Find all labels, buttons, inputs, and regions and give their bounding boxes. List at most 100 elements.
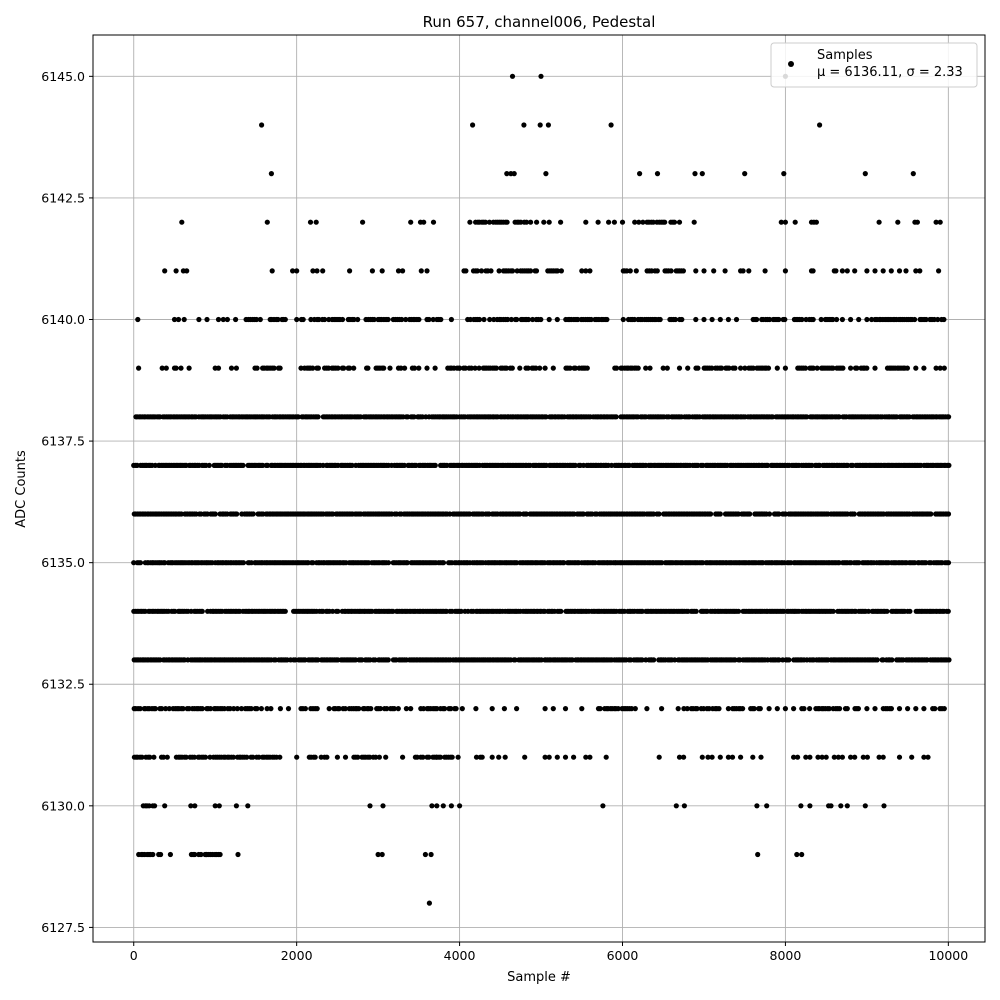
sample-point: [234, 511, 240, 517]
sample-point: [905, 706, 911, 712]
sample-point: [136, 365, 142, 371]
sample-point: [440, 803, 446, 809]
sample-point: [448, 803, 454, 809]
sample-point: [216, 803, 222, 809]
sample-point: [442, 706, 448, 712]
sample-point: [807, 803, 813, 809]
sample-point: [803, 754, 809, 760]
sample-point: [941, 365, 947, 371]
sample-point: [932, 706, 938, 712]
sample-point: [315, 657, 321, 663]
sample-point: [937, 219, 943, 225]
y-axis-label: ADC Counts: [14, 450, 29, 528]
sample-point: [706, 706, 712, 712]
sample-point: [533, 365, 539, 371]
sample-point: [310, 268, 316, 274]
sample-point: [159, 365, 165, 371]
sample-point: [375, 851, 381, 858]
sample-point: [629, 706, 635, 712]
sample-point: [202, 754, 209, 760]
sample-point: [408, 219, 414, 225]
sample-point: [186, 365, 192, 371]
sample-point: [644, 706, 650, 712]
sample-point: [175, 316, 182, 323]
sample-point: [554, 268, 561, 274]
sample-point: [587, 268, 593, 274]
sample-point: [474, 268, 480, 274]
sample-point: [880, 754, 886, 760]
sample-point: [504, 219, 510, 225]
sample-point: [722, 268, 728, 274]
sample-point: [561, 560, 567, 566]
sample-point: [579, 706, 585, 712]
sample-point: [657, 316, 663, 323]
sample-point: [799, 316, 805, 323]
sample-point: [203, 851, 209, 858]
sample-point: [844, 268, 850, 274]
sample-point: [525, 365, 531, 371]
sample-point: [631, 316, 638, 323]
y-tick-label: 6142.5: [41, 190, 85, 205]
sample-point: [945, 608, 951, 614]
sample-point: [904, 365, 911, 371]
sample-point: [163, 365, 169, 371]
sample-point: [459, 706, 465, 712]
sample-point: [782, 365, 789, 371]
sample-point: [380, 803, 386, 809]
sample-point: [651, 657, 657, 663]
sample-point: [146, 803, 152, 809]
sample-point: [426, 754, 432, 760]
sample-point: [171, 316, 178, 323]
sample-point: [137, 560, 144, 566]
sample-point: [258, 706, 264, 712]
sample-point: [207, 706, 214, 712]
sample-point: [541, 219, 547, 225]
sample-point: [240, 560, 247, 566]
sample-point: [815, 754, 821, 760]
sample-point: [147, 754, 153, 760]
sample-point: [240, 462, 246, 468]
sample-point: [946, 462, 952, 468]
sample-point: [422, 851, 428, 858]
sample-point: [342, 754, 349, 760]
sample-point: [680, 268, 687, 274]
sample-point: [701, 316, 707, 323]
sample-point: [604, 316, 610, 323]
sample-point: [463, 268, 469, 274]
sample-point: [864, 706, 870, 712]
sample-point: [664, 365, 670, 371]
sample-point: [742, 365, 748, 371]
sample-point: [434, 803, 440, 809]
sample-point: [191, 754, 197, 760]
sample-point: [295, 414, 301, 420]
sample-point: [826, 706, 832, 712]
sample-point: [139, 754, 145, 760]
sample-point: [545, 122, 552, 128]
sample-point: [385, 316, 391, 323]
sample-point: [807, 754, 813, 760]
sample-point: [681, 754, 687, 760]
sample-point: [508, 316, 514, 323]
sample-point: [587, 754, 593, 760]
sample-point: [391, 706, 397, 712]
sample-point: [801, 706, 807, 712]
sample-point: [872, 268, 878, 274]
sample-point: [514, 706, 520, 712]
sample-point: [818, 316, 824, 323]
sample-point: [810, 268, 816, 274]
sample-point: [794, 851, 800, 858]
sample-point: [554, 316, 560, 323]
sample-point: [840, 365, 846, 371]
sample-point: [387, 365, 393, 371]
sample-point: [864, 754, 871, 760]
sample-point: [584, 365, 590, 371]
sample-point: [554, 754, 560, 760]
y-axis-ticks: 6127.5 6130.0 6132.5 6135.0 6137.5 6140.0 6142…: [41, 69, 93, 935]
sample-point: [659, 560, 665, 566]
sample-point: [482, 219, 489, 225]
sample-point: [538, 73, 544, 79]
sample-point: [654, 171, 661, 177]
sample-point: [355, 316, 361, 323]
sample-point: [636, 219, 642, 225]
sample-point: [254, 706, 260, 712]
